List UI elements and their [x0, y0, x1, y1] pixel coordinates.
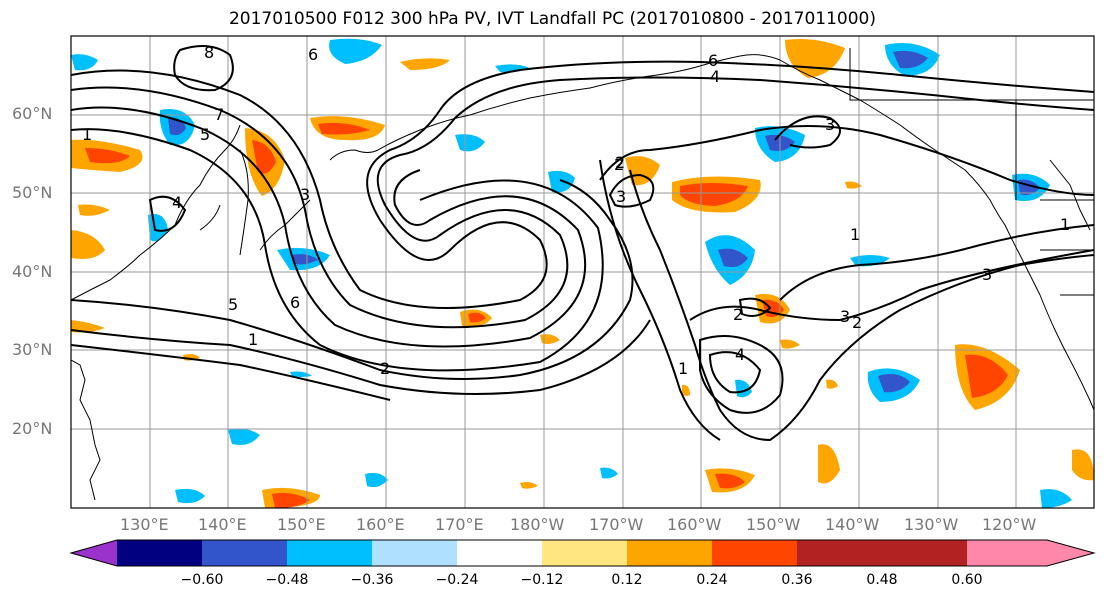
contour-label: 8 — [204, 43, 214, 62]
lon-label: 130°W — [904, 515, 959, 534]
contour-label: 5 — [228, 295, 238, 314]
contour-label: 1 — [248, 330, 258, 349]
colorbar-tick: −0.24 — [435, 572, 479, 588]
colorbar-tick: −0.60 — [180, 572, 224, 588]
contour-label: 3 — [982, 265, 992, 284]
colorbar-segment — [372, 540, 457, 566]
colorbar-segment — [202, 540, 287, 566]
colorbar-tick: −0.36 — [350, 572, 394, 588]
colorbar-segment — [627, 540, 712, 566]
lon-label: 160°W — [667, 515, 722, 534]
pv-contours — [71, 45, 1094, 442]
contour-label: 4 — [172, 193, 182, 212]
contour-label: 2 — [614, 155, 624, 174]
coastlines — [71, 48, 1094, 501]
contour-label: 7 — [214, 105, 224, 124]
contour-label: 4 — [710, 67, 720, 86]
contour-label: 3 — [840, 307, 850, 326]
colorbar-tick: 0.48 — [866, 572, 898, 588]
colorbar-segment — [71, 540, 117, 566]
lat-label: 50°N — [12, 183, 53, 202]
contour-label: 3 — [825, 115, 835, 134]
lon-label: 160°E — [356, 515, 405, 534]
map-title: 2017010500 F012 300 hPa PV, IVT Landfall… — [228, 9, 876, 29]
lon-label: 170°E — [435, 515, 484, 534]
colorbar-segment — [967, 540, 1094, 566]
lat-label: 30°N — [12, 340, 53, 359]
colorbar-segment — [712, 540, 797, 566]
colorbar-tick: 0.24 — [696, 572, 728, 588]
map-border — [70, 35, 1095, 509]
lon-label: 130°E — [120, 515, 169, 534]
contour-label: 3 — [300, 185, 310, 204]
contour-label: 1 — [82, 125, 92, 144]
colorbar — [69, 539, 1096, 567]
lon-label: 140°E — [198, 515, 247, 534]
lat-label: 40°N — [12, 262, 53, 281]
colorbar-segment — [457, 540, 542, 566]
colorbar-tick: 0.36 — [781, 572, 813, 588]
contour-label: 6 — [290, 293, 300, 312]
lat-label: 20°N — [12, 419, 53, 438]
lon-label: 120°W — [982, 515, 1037, 534]
contour-label: 2 — [733, 305, 743, 324]
colorbar-tick: −0.48 — [265, 572, 309, 588]
colorbar-segment — [882, 540, 967, 566]
contour-label: 4 — [735, 345, 745, 364]
contour-labels: 8 6 7 5 1 4 3 6 2 1 6 5 2 1 3 4 3 2 2 4 … — [82, 43, 1070, 378]
colorbar-segment — [117, 540, 202, 566]
contour-label: 6 — [308, 45, 318, 64]
contour-label: 2 — [380, 359, 390, 378]
colorbar-tick: 0.12 — [611, 572, 643, 588]
contour-label: 1 — [1060, 215, 1070, 234]
colorbar-tick: 0.60 — [951, 572, 983, 588]
contour-label: 1 — [678, 359, 688, 378]
colorbar-segment — [797, 540, 882, 566]
lon-label: 140°W — [825, 515, 880, 534]
colorbar-tick: −0.12 — [520, 572, 564, 588]
contour-label: 2 — [852, 313, 862, 332]
contour-label: 1 — [850, 225, 860, 244]
lon-label: 150°W — [746, 515, 801, 534]
contour-label: 5 — [200, 125, 210, 144]
contour-label: 3 — [616, 187, 626, 206]
colorbar-segment — [287, 540, 372, 566]
colorbar-outline — [69, 539, 1096, 567]
lon-label: 180°W — [510, 515, 565, 534]
lat-label: 60°N — [12, 104, 53, 123]
contour-label: 2 — [615, 153, 625, 172]
contour-label: 6 — [708, 51, 718, 70]
lon-label: 150°E — [277, 515, 326, 534]
lon-label: 170°W — [589, 515, 644, 534]
colorbar-segment — [542, 540, 627, 566]
